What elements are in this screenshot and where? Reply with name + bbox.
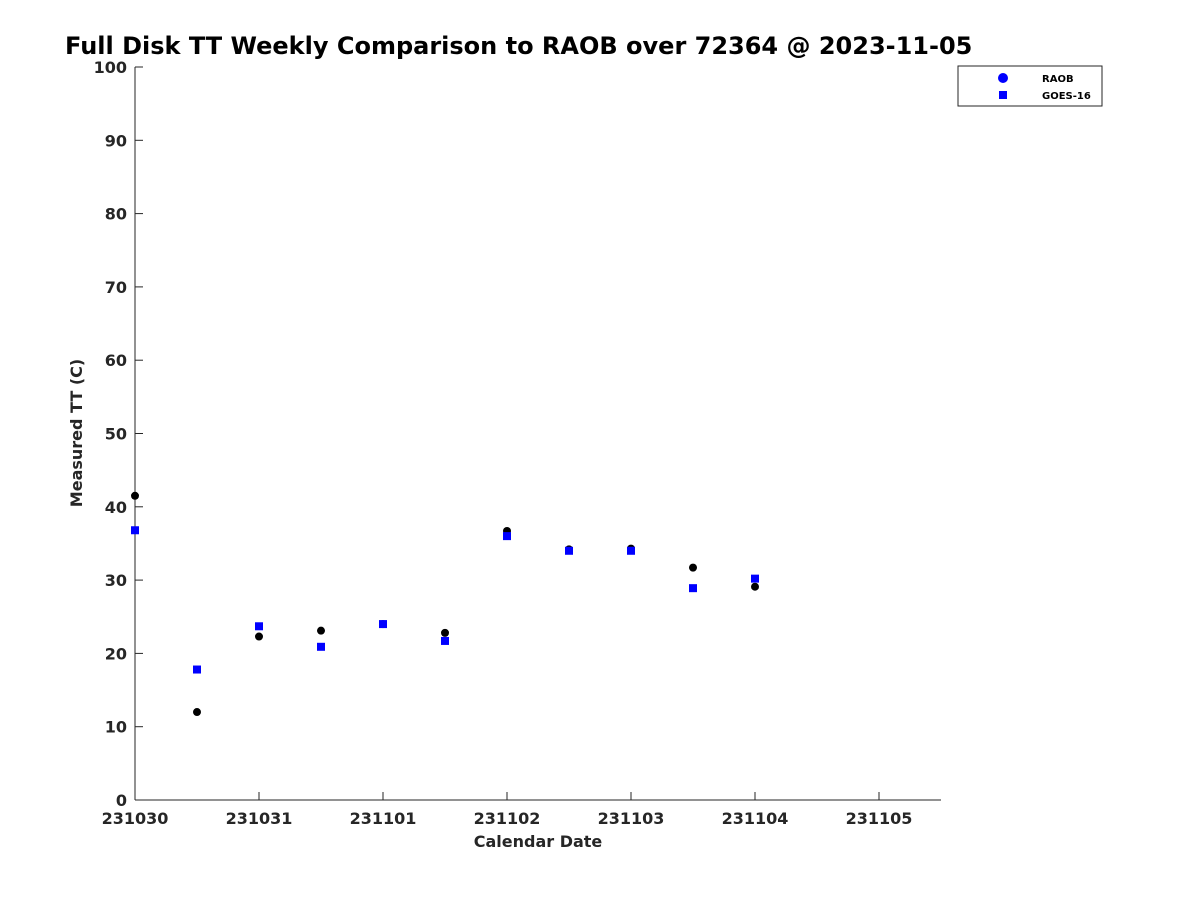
goes-point [565,546,573,555]
raob-point [131,491,139,500]
y-tick-label: 30 [105,571,127,590]
y-tick-label: 0 [116,791,127,810]
raob-point [255,632,263,641]
y-tick-label: 70 [105,278,127,297]
legend-marker-raob [998,73,1008,83]
goes-point [441,636,449,645]
x-tick-label: 231102 [474,809,541,828]
y-tick-label: 50 [105,425,127,444]
goes-point [317,642,325,651]
x-tick-label: 231103 [598,809,665,828]
raob-point [751,582,759,591]
legend: RAOB GOES-16 [957,65,1103,107]
legend-label: RAOB [1042,74,1074,85]
goes-point [131,526,139,535]
series-goes-16 [131,526,759,674]
goes-point [689,584,697,593]
y-tick-label: 40 [105,498,127,517]
axes [134,67,941,801]
data-points [131,491,759,717]
raob-point [193,708,201,717]
legend-box [957,65,1103,107]
x-axis-ticks: 231030 231031 231101 231102 231103 231104 2311… [102,792,913,828]
x-tick-label: 231104 [722,809,789,828]
y-tick-label: 80 [105,205,127,224]
y-tick-label: 60 [105,351,127,370]
legend-marker-goes [999,91,1007,99]
y-tick-label: 90 [105,131,127,150]
goes-point [379,620,387,629]
series-raob [131,491,759,717]
chart-title: Full Disk TT Weekly Comparison to RAOB o… [65,32,972,60]
raob-point [317,626,325,635]
y-axis-label: Measured TT (C) [67,359,86,507]
x-tick-label: 231031 [226,809,293,828]
goes-point [503,532,511,541]
goes-point [193,665,201,674]
goes-point [255,622,263,631]
y-tick-label: 10 [105,718,127,737]
x-tick-label: 231101 [350,809,417,828]
x-tick-label: 231105 [846,809,913,828]
goes-point [751,574,759,583]
raob-point [689,563,697,572]
raob-point [441,628,449,637]
x-tick-label: 231030 [102,809,169,828]
y-tick-label: 20 [105,644,127,663]
goes-point [627,546,635,555]
legend-label: GOES-16 [1042,91,1091,102]
y-axis-ticks: 0 10 20 30 40 50 60 70 80 90 100 [94,58,143,810]
x-axis-label: Calendar Date [474,832,603,851]
y-tick-label: 100 [94,58,127,77]
